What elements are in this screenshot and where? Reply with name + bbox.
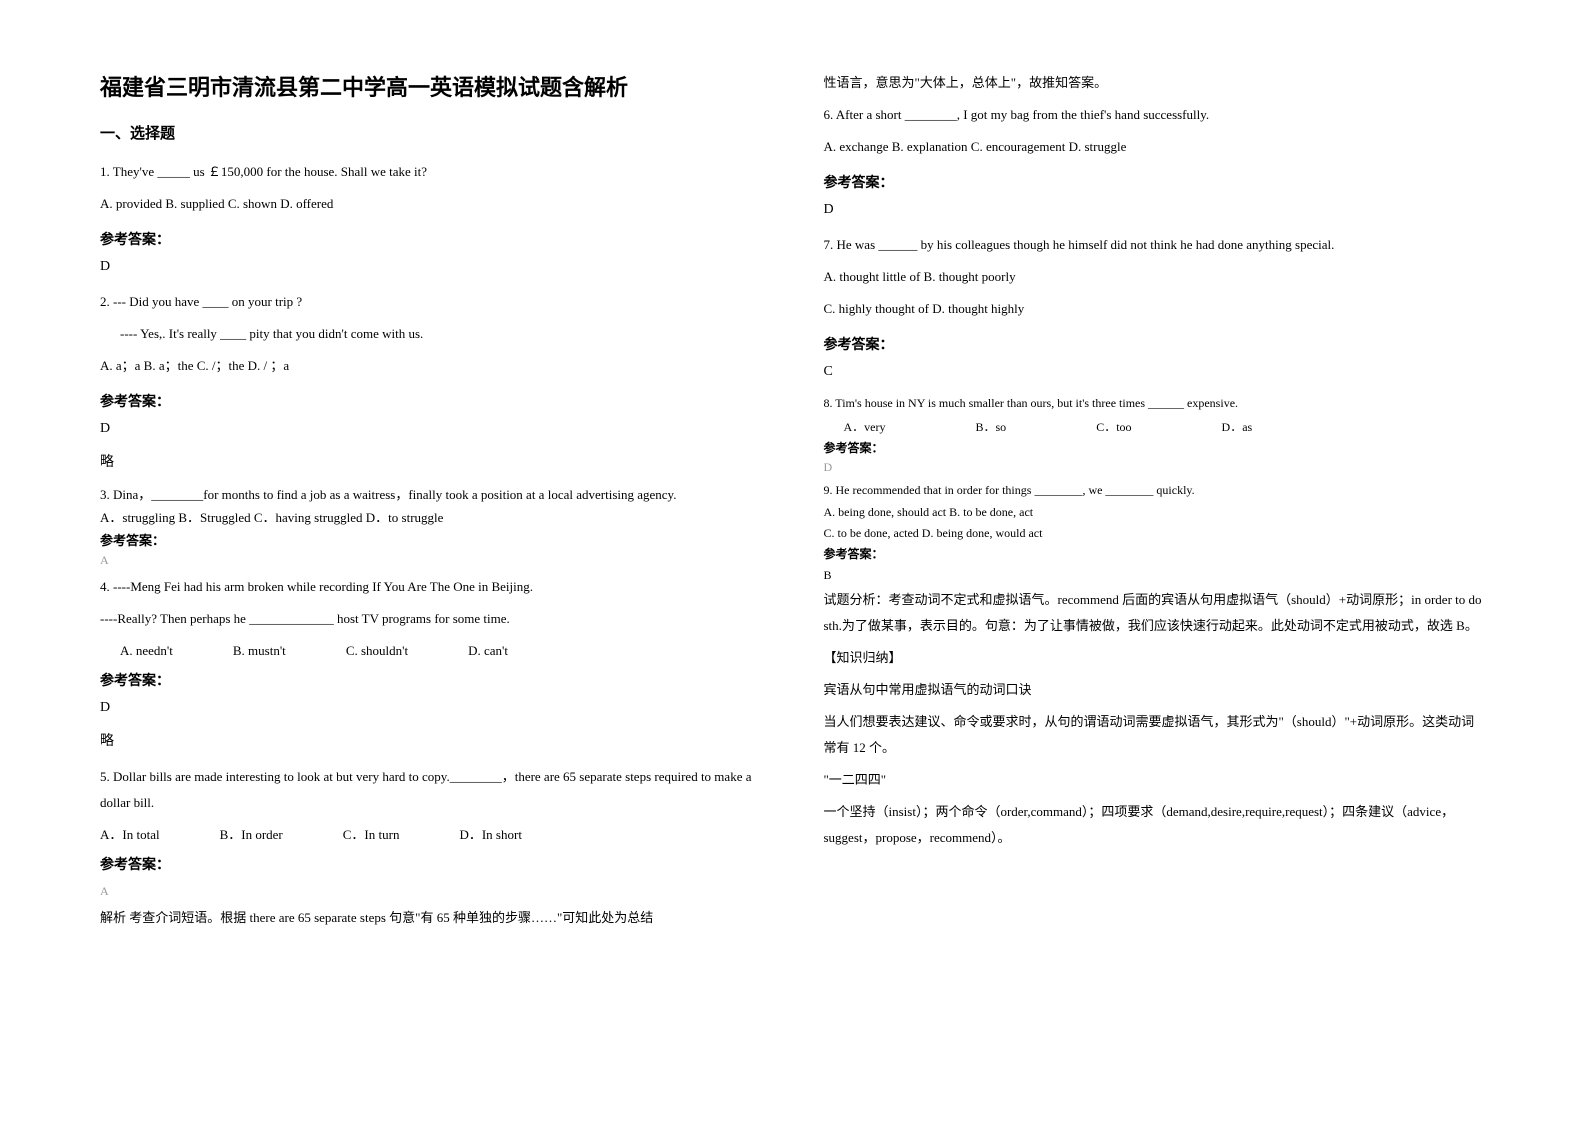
q1-answer: D	[100, 259, 764, 275]
q6-answer-label: 参考答案：	[824, 172, 1488, 192]
q5-options: A．In total B．In order C．In turn D．In sho…	[100, 822, 764, 848]
q6-answer: D	[824, 202, 1488, 218]
q3-answer: A	[100, 553, 764, 568]
q9-kn3: "一二四四"	[824, 767, 1488, 793]
document-title: 福建省三明市清流县第二中学高一英语模拟试题含解析	[100, 70, 764, 102]
q4-line2: ----Really? Then perhaps he ____________…	[100, 606, 764, 632]
q3-text: 3. Dina，________for months to find a job…	[100, 485, 764, 506]
q3-options: A．struggling B．Struggled C．having strugg…	[100, 508, 764, 529]
q4-optC: C. shouldn't	[346, 638, 408, 664]
q9-kn2: 当人们想要表达建议、命令或要求时，从句的谓语动词需要虚拟语气，其形式为"（sho…	[824, 709, 1488, 761]
q4-answer-label: 参考答案：	[100, 670, 764, 690]
q7-options1: A. thought little of B. thought poorly	[824, 264, 1488, 290]
q8-answer-label: 参考答案：	[824, 439, 1488, 458]
q5-optB: B．In order	[220, 822, 283, 848]
q7-text: 7. He was ______ by his colleagues thoug…	[824, 232, 1488, 258]
q2-options: A. a；a B. a；the C. /；the D. / ；a	[100, 353, 764, 379]
q5-answer: A	[100, 884, 764, 899]
q8-answer: D	[824, 460, 1488, 475]
q6-text: 6. After a short ________, I got my bag …	[824, 102, 1488, 128]
q8-optC: C．too	[1096, 415, 1131, 439]
q4-optA: A. needn't	[120, 638, 173, 664]
left-column: 福建省三明市清流县第二中学高一英语模拟试题含解析 一、选择题 1. They'v…	[100, 70, 764, 1052]
q8-options: A．very B．so C．too D．as	[824, 415, 1488, 439]
q7-answer-label: 参考答案：	[824, 334, 1488, 354]
q2-answer: D	[100, 421, 764, 437]
q4-optB: B. mustn't	[233, 638, 286, 664]
q4-note: 略	[100, 730, 764, 750]
right-column: 性语言，意思为"大体上，总体上"，故推知答案。 6. After a short…	[824, 70, 1488, 1052]
q5-optA: A．In total	[100, 822, 160, 848]
q4-line1: 4. ----Meng Fei had his arm broken while…	[100, 574, 764, 600]
q8-optA: A．very	[844, 415, 886, 439]
q4-answer: D	[100, 700, 764, 716]
q2-line1: 2. --- Did you have ____ on your trip ?	[100, 289, 764, 315]
q6-options: A. exchange B. explanation C. encouragem…	[824, 134, 1488, 160]
q2-answer-label: 参考答案：	[100, 391, 764, 411]
q7-answer: C	[824, 364, 1488, 380]
q8-optD: D．as	[1222, 415, 1253, 439]
q9-text: 9. He recommended that in order for thin…	[824, 481, 1488, 500]
q8-optB: B．so	[976, 415, 1007, 439]
q9-exp1: 试题分析：考查动词不定式和虚拟语气。recommend 后面的宾语从句用虚拟语气…	[824, 587, 1488, 639]
q9-options1: A. being done, should act B. to be done,…	[824, 503, 1488, 522]
q9-kn1: 宾语从句中常用虚拟语气的动词口诀	[824, 677, 1488, 703]
q5-optC: C．In turn	[343, 822, 400, 848]
q9-answer: B	[824, 566, 1488, 585]
q1-text: 1. They've _____ us ￡150,000 for the hou…	[100, 159, 764, 185]
section-header: 一、选择题	[100, 122, 764, 143]
q9-options2: C. to be done, acted D. being done, woul…	[824, 524, 1488, 543]
q2-line2: ---- Yes,. It's really ____ pity that yo…	[100, 321, 764, 347]
q9-answer-label: 参考答案：	[824, 545, 1488, 564]
q1-options: A. provided B. supplied C. shown D. offe…	[100, 191, 764, 217]
q5-optD: D．In short	[459, 822, 521, 848]
q8-text: 8. Tim's house in NY is much smaller tha…	[824, 394, 1488, 413]
q4-options: A. needn't B. mustn't C. shouldn't D. ca…	[100, 638, 764, 664]
q5-explain-cont: 性语言，意思为"大体上，总体上"，故推知答案。	[824, 70, 1488, 96]
q2-note: 略	[100, 451, 764, 471]
q7-options2: C. highly thought of D. thought highly	[824, 296, 1488, 322]
q5-text: 5. Dollar bills are made interesting to …	[100, 764, 764, 816]
q5-answer-label: 参考答案：	[100, 854, 764, 874]
q4-optD: D. can't	[468, 638, 508, 664]
q5-explain: 解析 考查介词短语。根据 there are 65 separate steps…	[100, 905, 764, 931]
q9-kn-header: 【知识归纳】	[824, 645, 1488, 671]
q1-answer-label: 参考答案：	[100, 229, 764, 249]
q9-kn4: 一个坚持（insist）；两个命令（order,command）；四项要求（de…	[824, 799, 1488, 851]
q3-answer-label: 参考答案：	[100, 531, 764, 552]
